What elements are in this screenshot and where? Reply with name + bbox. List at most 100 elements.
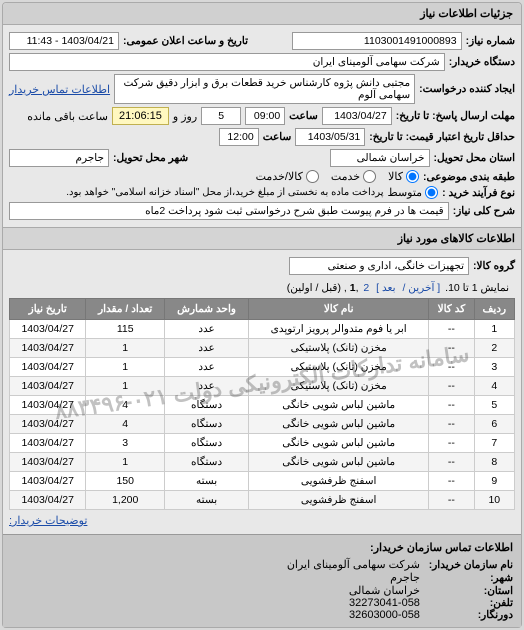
goods-table: ردیفکد کالانام کالاواحد شمارشتعداد / مقد…	[9, 298, 515, 510]
need-desc-value: قیمت ها در فرم پیوست طبق شرح درخواستی ثب…	[9, 202, 449, 220]
table-row[interactable]: 10--اسفنج ظرفشوییبسته1,2001403/04/27	[10, 491, 515, 510]
table-cell: 1	[86, 453, 165, 472]
deadline-date: 1403/04/27	[322, 107, 392, 125]
table-cell: ماشین لباس شویی خانگی	[249, 434, 429, 453]
table-cell: 5	[474, 396, 514, 415]
table-cell: --	[429, 358, 474, 377]
table-cell: ماشین لباس شویی خانگی	[249, 415, 429, 434]
radio-medium[interactable]	[425, 186, 438, 199]
province-value: خراسان شمالی	[330, 149, 430, 167]
table-header: تاریخ نیاز	[10, 299, 86, 320]
remained-label: ساعت باقی مانده	[27, 110, 108, 123]
table-cell: ابر یا فوم متدوالر پرویز ارتوپدی	[249, 320, 429, 339]
table-cell: ماشین لباس شویی خانگی	[249, 396, 429, 415]
table-row[interactable]: 6--ماشین لباس شویی خانگیدستگاه41403/04/2…	[10, 415, 515, 434]
table-cell: 1	[86, 358, 165, 377]
table-cell: دستگاه	[164, 396, 248, 415]
need-number-label: شماره نیاز:	[466, 35, 515, 47]
pager-p1: 1	[350, 282, 356, 294]
city-label: شهر محل تحویل:	[113, 152, 188, 164]
requester-value: مجتبی دانش پژوه کارشناس خرید قطعات برق و…	[114, 74, 415, 104]
table-cell: عدد	[164, 377, 248, 396]
radio-goods-label: کالا	[388, 170, 403, 183]
table-cell: بسته	[164, 472, 248, 491]
packing-radio-group: کالا خدمت کالا/خدمت	[256, 170, 419, 183]
table-row[interactable]: 4--مخزن (تانک) پلاستیکیعدد11403/04/27	[10, 377, 515, 396]
table-cell: دستگاه	[164, 453, 248, 472]
table-cell: --	[429, 396, 474, 415]
pager: نمایش 1 تا 10. [ آخرین / بعد ] 2 ,1 , (ق…	[9, 278, 515, 298]
table-row[interactable]: 2--مخزن (تانک) پلاستیکیعدد11403/04/27	[10, 339, 515, 358]
contact-fax-label: دورنگار:	[423, 609, 513, 621]
table-cell: --	[429, 491, 474, 510]
buyer-contact-link[interactable]: اطلاعات تماس خریدار	[9, 83, 110, 96]
table-row[interactable]: 3--مخزن (تانک) پلاستیکیعدد11403/04/27	[10, 358, 515, 377]
table-cell: 8	[474, 453, 514, 472]
pager-last[interactable]: [ آخرین /	[402, 282, 440, 294]
buy-process-label: نوع فرآیند خرید :	[442, 187, 515, 199]
table-cell: 2	[474, 339, 514, 358]
contact-city-label: شهر:	[423, 572, 513, 584]
pager-next[interactable]: بعد ]	[376, 282, 395, 294]
city-value: جاجرم	[9, 149, 109, 167]
table-cell: 115	[86, 320, 165, 339]
table-cell: --	[429, 339, 474, 358]
table-cell: عدد	[164, 339, 248, 358]
panel-body: شماره نیاز: 1103001491000893 تاریخ و ساع…	[3, 25, 521, 227]
buyer-notes-link[interactable]: توضیحات خریدار:	[9, 514, 87, 527]
contact-fax: 32603000-058	[349, 609, 420, 621]
need-number-value: 1103001491000893	[292, 32, 462, 50]
table-cell: 1	[86, 377, 165, 396]
contact-province-label: استان:	[423, 585, 513, 597]
quote-valid-date: 1403/05/31	[295, 128, 365, 146]
table-row[interactable]: 9--اسفنج ظرفشوییبسته1501403/04/27	[10, 472, 515, 491]
radio-goods[interactable]	[406, 170, 419, 183]
table-row[interactable]: 8--ماشین لباس شویی خانگیدستگاه11403/04/2…	[10, 453, 515, 472]
contact-org-label: نام سازمان خریدار:	[423, 559, 513, 571]
table-cell: 1403/04/27	[10, 358, 86, 377]
table-cell: 1	[474, 320, 514, 339]
contact-phone-label: تلفن:	[423, 597, 513, 609]
panel-title: جزئیات اطلاعات نیاز	[3, 3, 521, 25]
table-row[interactable]: 5--ماشین لباس شویی خانگیدستگاه41403/04/2…	[10, 396, 515, 415]
remain-time: 21:06:15	[112, 107, 169, 125]
buyer-org-value: شرکت سهامی آلومینای ایران	[9, 53, 445, 71]
table-row[interactable]: 1--ابر یا فوم متدوالر پرویز ارتوپدیعدد11…	[10, 320, 515, 339]
radio-service-label: خدمت	[331, 170, 360, 183]
radio-both[interactable]	[306, 170, 319, 183]
deadline-hour: 09:00	[245, 107, 285, 125]
radio-both-label: کالا/خدمت	[256, 170, 303, 183]
table-cell: --	[429, 415, 474, 434]
contact-section: اطلاعات تماس سازمان خریدار: نام سازمان خ…	[3, 534, 521, 627]
pager-p2[interactable]: 2	[363, 282, 369, 294]
buy-process-note: پرداخت ماده به نخستی از مبلغ خرید،از محل…	[66, 187, 383, 198]
contact-title: اطلاعات تماس سازمان خریدار:	[11, 541, 513, 554]
table-cell: اسفنج ظرفشویی	[249, 472, 429, 491]
goods-group-label: گروه کالا:	[473, 260, 515, 272]
table-cell: 4	[86, 396, 165, 415]
table-cell: 150	[86, 472, 165, 491]
table-cell: 1	[86, 339, 165, 358]
hour-label-2: ساعت	[263, 131, 292, 143]
radio-service[interactable]	[363, 170, 376, 183]
table-cell: 1403/04/27	[10, 320, 86, 339]
requester-label: ایجاد کننده درخواست:	[419, 83, 515, 95]
goods-group-value: تجهیزات خانگی، اداری و صنعتی	[289, 257, 469, 275]
table-cell: بسته	[164, 491, 248, 510]
table-cell: 6	[474, 415, 514, 434]
contact-province: خراسان شمالی	[349, 585, 420, 597]
radio-medium-label: متوسط	[388, 186, 423, 199]
table-cell: 10	[474, 491, 514, 510]
table-cell: اسفنج ظرفشویی	[249, 491, 429, 510]
contact-city: جاجرم	[390, 572, 420, 584]
announce-value: 1403/04/21 - 11:43	[9, 32, 119, 50]
table-row[interactable]: 7--ماشین لباس شویی خانگیدستگاه31403/04/2…	[10, 434, 515, 453]
packing-label: طبقه بندی موضوعی:	[423, 171, 515, 183]
table-cell: 1,200	[86, 491, 165, 510]
table-cell: 1403/04/27	[10, 453, 86, 472]
table-header: ردیف	[474, 299, 514, 320]
table-cell: --	[429, 377, 474, 396]
table-cell: دستگاه	[164, 415, 248, 434]
goods-section-title: اطلاعات کالاهای مورد نیاز	[3, 227, 521, 250]
remain-days: 5	[201, 107, 241, 125]
